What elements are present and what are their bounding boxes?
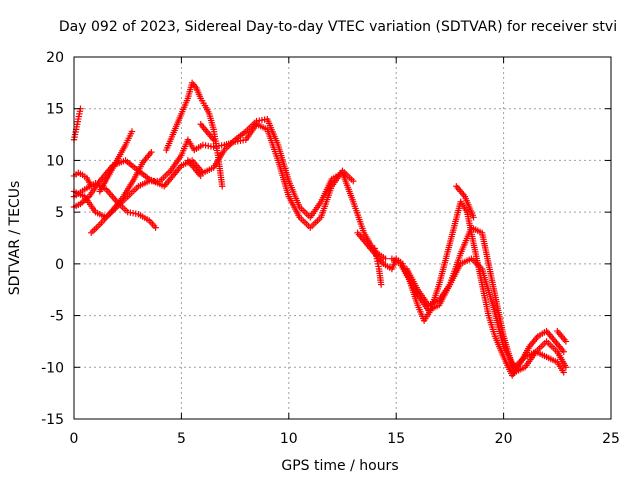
data-series [87,148,155,237]
grid-layer [74,57,611,419]
data-point [87,183,95,190]
data-series [70,105,84,143]
x-axis-label: GPS time / hours [281,458,398,474]
data-point [560,348,567,355]
y-tick-label: 20 [46,50,64,66]
y-tick-label: 10 [46,153,64,169]
data-point [562,338,570,345]
y-tick-label: 5 [55,205,64,221]
data-series [403,255,567,376]
data-point [377,281,385,288]
y-axis-label: SDTVAR / TECUs [7,181,23,296]
x-tick-label: 0 [70,431,79,447]
x-tick-label: 15 [387,431,405,447]
plot-frame [73,56,612,420]
y-tick-label: 0 [55,257,64,273]
data-point [128,128,136,135]
data-point [562,364,570,371]
y-tick-label: -5 [50,309,64,325]
data-series [70,115,389,262]
data-point [560,369,567,376]
data-series [453,183,477,221]
x-tick-label: 5 [177,431,186,447]
data-series [163,79,226,190]
y-tick-label: -15 [41,412,64,428]
tick-layer: 0 5 10 15 20 25 -15 -10 -5 0 5 10 15 20 [41,50,620,447]
data-point [219,183,226,190]
data-series [184,157,204,180]
data-point [210,136,217,143]
data-point [350,177,357,185]
data-point [470,214,477,221]
data-series [554,327,570,345]
y-tick-label: 15 [46,102,64,118]
data-point [152,224,159,231]
x-tick-label: 10 [280,431,298,447]
data-point [197,172,204,180]
data-series [197,121,217,143]
data-series [70,179,159,231]
y-tick-label: -10 [41,360,64,376]
x-tick-label: 25 [602,431,620,447]
data-layer [70,79,570,379]
data-series [371,245,385,288]
data-series [96,128,136,195]
data-point [382,255,389,262]
data-series [70,169,95,190]
data-point [148,148,155,156]
x-tick-label: 20 [495,431,513,447]
chart-title: Day 092 of 2023, Sidereal Day-to-day VTE… [59,19,617,35]
